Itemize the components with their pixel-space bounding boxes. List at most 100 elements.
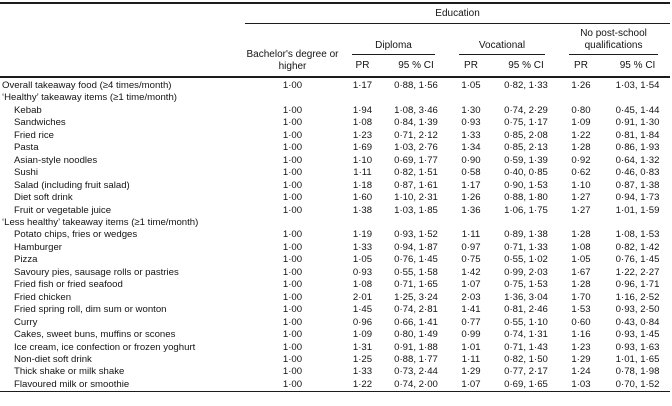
- row-label: Fried spring roll, dim sum or wonton: [14, 304, 167, 316]
- value-cell: 1·18: [352, 179, 373, 191]
- value-cell: 1·00: [282, 104, 303, 116]
- value-cell: 1·22: [571, 129, 591, 141]
- value-cell: 0·58: [461, 167, 481, 179]
- value-cell: 1·08: [352, 117, 373, 129]
- value-cell: 0·82, 1·42: [615, 241, 660, 253]
- value-cell: 1·33: [461, 129, 481, 141]
- value-cell: 1·10: [352, 154, 373, 166]
- value-cell: 1·00: [282, 117, 303, 129]
- value-cell: 0·80, 1·49: [394, 329, 438, 341]
- value-cell: 1·28: [571, 142, 591, 154]
- row-label: Fruit or vegetable juice: [14, 204, 112, 216]
- row-label: Fried chicken: [14, 291, 72, 303]
- value-cell: 0·66, 1·41: [394, 316, 438, 328]
- value-cell: 1·00: [282, 341, 303, 353]
- value-cell: 1·28: [571, 279, 591, 291]
- value-cell: 1·29: [571, 353, 591, 365]
- value-cell: 1·23: [352, 129, 373, 141]
- row-label: Kebab: [14, 104, 42, 116]
- value-cell: 1·01, 1·65: [615, 353, 660, 365]
- value-cell: 0·46, 0·83: [615, 167, 660, 179]
- value-cell: 0·88, 1·80: [504, 192, 548, 204]
- value-cell: 1·07: [461, 279, 481, 291]
- value-cell: 0·71, 2·12: [394, 129, 438, 141]
- value-cell: 1·08, 3·46: [394, 104, 438, 116]
- value-cell: 1·29: [461, 366, 481, 378]
- value-cell: 1·05: [352, 254, 373, 266]
- row-label: Fried fish or fried seafood: [14, 279, 123, 291]
- vocational-ci-header: 95 % CI: [495, 55, 557, 78]
- table-row: Salad (including fruit salad) 1·00 1·18 0·8…: [0, 180, 670, 192]
- value-cell: 0·87, 1·61: [394, 179, 438, 191]
- value-cell: 1·03, 1·54: [615, 80, 660, 91]
- value-cell: 1·01, 1·59: [615, 204, 660, 216]
- value-cell: 0·74, 2·29: [504, 104, 548, 116]
- value-cell: 0·92: [571, 154, 591, 166]
- value-cell: 0·64, 1·32: [615, 154, 660, 166]
- value-cell: 1·26: [461, 192, 481, 204]
- value-cell: 0·77: [461, 316, 481, 328]
- value-cell: 0·99, 2·03: [504, 266, 548, 278]
- value-cell: [340, 217, 385, 229]
- col-header-no-post-school: No post-school qualifications: [557, 24, 670, 55]
- prevalence-ratio-table-container: Education Bachelor's degree or higher Di…: [0, 2, 671, 393]
- value-cell: 0·82, 1·51: [394, 167, 438, 179]
- value-cell: 0·93, 2·50: [615, 304, 660, 316]
- value-cell: 0·71, 1·65: [394, 279, 438, 291]
- table-row: Fried fish or fried seafood 1·00 1·08 0·71,…: [0, 279, 670, 291]
- value-cell: 1·33: [352, 366, 373, 378]
- value-cell: 1·00: [282, 316, 303, 328]
- vocational-group-label: Vocational: [459, 40, 545, 55]
- value-cell: 1·00: [282, 266, 303, 278]
- section-row: ‘Healthy’ takeaway items (≥1 time/month): [0, 92, 670, 104]
- value-cell: 1·17: [352, 80, 373, 91]
- value-cell: 0·94, 1·87: [394, 241, 438, 253]
- value-cell: 0·74, 2·00: [394, 378, 438, 390]
- table-row: Fried chicken 1·00 2·01 1·25, 3·24 2·03 1·36,…: [0, 292, 670, 304]
- diploma-ci-header: 95 % CI: [385, 55, 447, 78]
- value-cell: 0·97: [461, 241, 481, 253]
- value-cell: 0·74, 1·31: [504, 329, 548, 341]
- value-cell: 1·22, 2·27: [615, 266, 660, 278]
- value-cell: 1·08: [352, 279, 373, 291]
- value-cell: 1·16: [571, 329, 591, 341]
- value-cell: 1·03, 1·85: [394, 204, 438, 216]
- value-cell: 1·94: [352, 104, 373, 116]
- value-cell: 1·45: [352, 304, 373, 316]
- table-row: Non-diet soft drink 1·00 1·25 0·88, 1·77 1·1…: [0, 354, 670, 366]
- value-cell: 1·25, 3·24: [394, 291, 438, 303]
- table-row: Kebab 1·00 1·94 1·08, 3·46 1·30 0·74, 2·29 0·8…: [0, 105, 670, 117]
- value-cell: 1·36, 3·04: [504, 291, 548, 303]
- table-row: Cakes, sweet buns, muffins or scones 1·00…: [0, 329, 670, 341]
- value-cell: 1·00: [282, 254, 303, 266]
- row-label: Thick shake or milk shake: [14, 366, 125, 378]
- row-label: Cakes, sweet buns, muffins or scones: [14, 329, 176, 341]
- education-spanner: Education: [245, 3, 671, 24]
- value-cell: 0·76, 1·45: [615, 254, 660, 266]
- value-cell: 1·23: [571, 341, 591, 353]
- value-cell: 1·00: [282, 279, 303, 291]
- value-cell: [385, 217, 447, 229]
- row-label: Salad (including fruit salad): [14, 179, 130, 191]
- value-cell: 1·05: [461, 80, 481, 91]
- value-cell: 1·60: [352, 192, 373, 204]
- value-cell: 1·00: [282, 304, 303, 316]
- row-label: Diet soft drink: [14, 192, 73, 204]
- value-cell: 1·07: [461, 378, 481, 390]
- value-cell: [495, 92, 557, 104]
- value-cell: 0·91, 1·88: [394, 341, 438, 353]
- value-cell: 0·93: [461, 117, 481, 129]
- value-cell: 1·10: [571, 179, 591, 191]
- value-cell: 1·00: [282, 353, 303, 365]
- value-cell: 0·90: [461, 154, 481, 166]
- value-cell: [447, 92, 495, 104]
- value-cell: 1·53: [571, 304, 591, 316]
- value-cell: 0·84, 1·39: [394, 117, 438, 129]
- table-row: Overall takeaway food (≥4 times/month) 1·…: [0, 77, 670, 92]
- value-cell: 1·03, 2·76: [394, 142, 438, 154]
- value-cell: 0·86, 1·93: [615, 142, 660, 154]
- value-cell: 1·00: [282, 192, 303, 204]
- value-cell: 1·19: [352, 229, 373, 241]
- value-cell: 1·00: [282, 329, 303, 341]
- value-cell: 1·00: [282, 291, 303, 303]
